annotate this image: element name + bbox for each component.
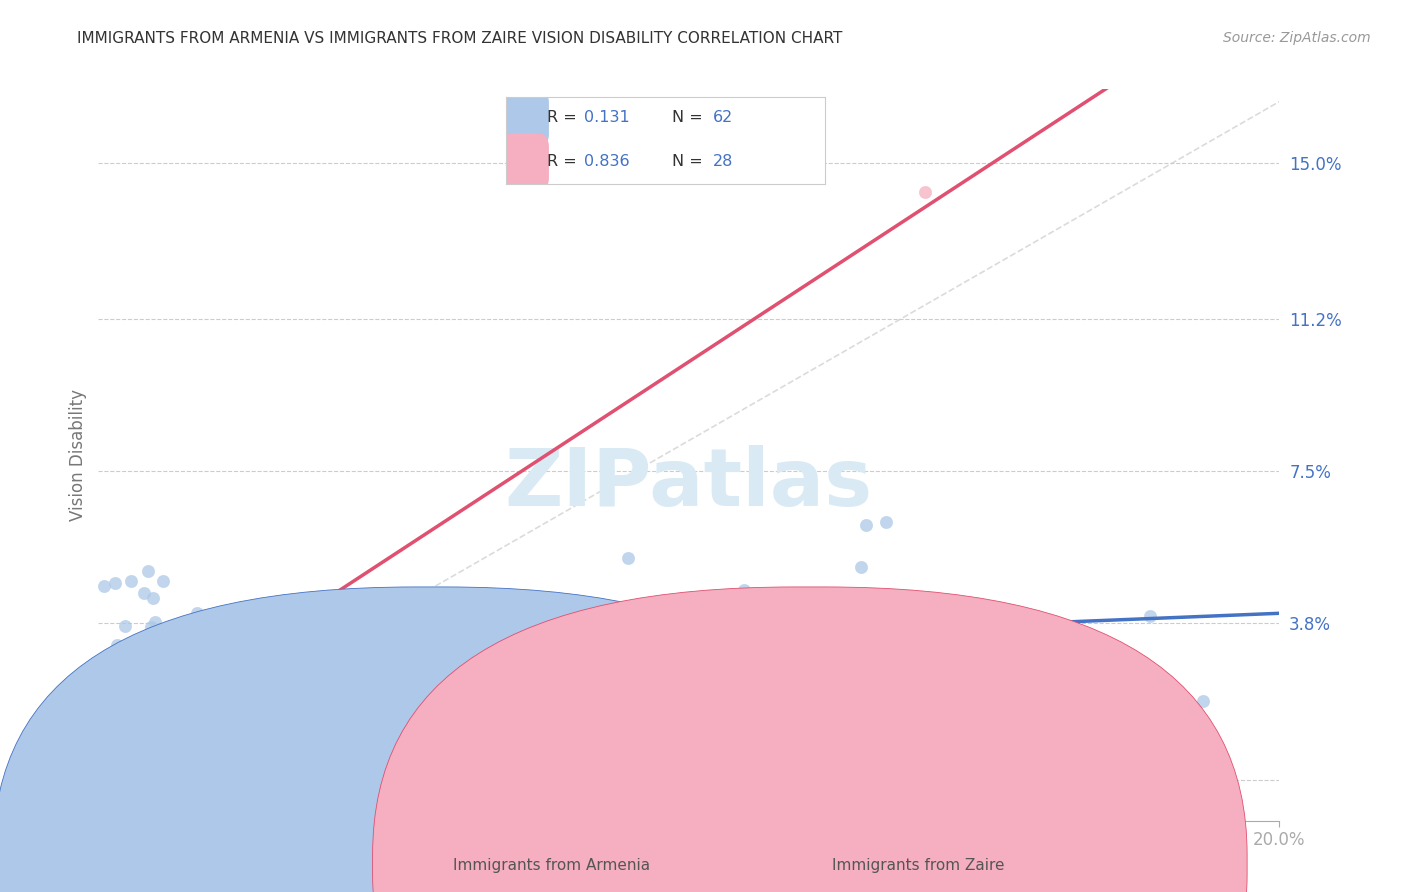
Point [257,714,280,729]
Point [129,670,152,684]
Point [136,674,159,689]
Point [167,674,190,689]
Point [120,641,142,656]
Point [277,646,299,660]
Point [103,683,125,698]
Point [132,705,155,719]
Point [851,560,873,574]
Point [101,752,124,766]
Text: IMMIGRANTS FROM ARMENIA VS IMMIGRANTS FROM ZAIRE VISION DISABILITY CORRELATION C: IMMIGRANTS FROM ARMENIA VS IMMIGRANTS FR… [77,31,842,46]
Point [166,698,188,712]
Y-axis label: Vision Disability: Vision Disability [69,389,87,521]
Point [628,673,651,687]
Point [257,662,280,676]
Point [111,672,134,686]
Point [93,708,115,723]
Point [93,579,115,593]
Text: Source: ZipAtlas.com: Source: ZipAtlas.com [1223,31,1371,45]
Point [142,591,165,605]
Point [186,606,208,620]
Point [253,621,276,635]
Point [1139,609,1161,624]
Point [135,686,157,700]
Point [110,768,132,782]
Point [138,692,160,706]
Point [901,625,924,640]
Point [299,662,322,676]
Point [148,655,170,669]
Point [274,666,297,681]
Point [191,624,214,639]
Point [1191,694,1213,708]
Point [617,550,640,565]
Point [93,663,115,677]
Point [110,661,132,675]
Point [276,682,298,697]
Point [104,666,127,681]
Point [148,721,170,735]
Point [152,574,174,589]
Point [235,628,257,642]
Point [357,654,380,668]
Point [121,719,143,733]
Point [664,659,686,673]
Point [202,700,225,714]
Point [278,614,301,628]
Point [179,627,201,641]
Point [855,517,877,532]
Point [875,515,897,529]
Point [915,605,938,619]
Point [139,620,162,634]
Point [97,751,120,765]
Point [246,667,269,681]
Point [128,731,150,746]
Point [104,575,127,590]
Point [367,628,389,642]
Point [143,615,166,630]
Point [136,564,159,578]
Point [551,647,574,661]
Point [93,754,115,768]
Point [941,659,963,673]
Text: Immigrants from Zaire: Immigrants from Zaire [832,858,1005,872]
Point [105,638,128,652]
Point [93,712,115,726]
Point [191,670,214,684]
Point [731,632,754,646]
Point [167,673,190,688]
Point [105,768,128,782]
Point [267,614,290,628]
Point [614,689,637,703]
Point [194,670,217,684]
Point [180,650,202,665]
Point [177,678,200,692]
Point [93,757,115,772]
Text: Immigrants from Armenia: Immigrants from Armenia [453,858,650,872]
Point [155,656,177,670]
Point [166,632,188,646]
Point [110,659,132,673]
Point [312,627,335,641]
Point [120,671,142,685]
Point [963,711,986,725]
Point [112,768,135,782]
Point [120,574,142,588]
Point [205,661,228,675]
Point [114,619,136,633]
Point [733,583,755,598]
Point [914,185,936,199]
Point [134,586,156,600]
Point [929,618,952,632]
Point [569,598,592,612]
Text: ZIPatlas: ZIPatlas [505,445,873,524]
Point [217,617,239,632]
Point [93,728,115,742]
Point [100,762,122,776]
Point [657,677,679,691]
Point [142,755,165,769]
Point [111,657,134,672]
